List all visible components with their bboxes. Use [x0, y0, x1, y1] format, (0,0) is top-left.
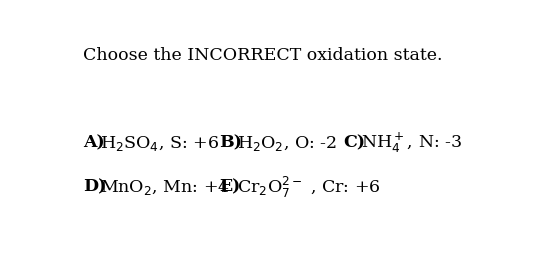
- Text: H$_2$O$_2$, O: -2: H$_2$O$_2$, O: -2: [237, 134, 337, 153]
- Text: D): D): [83, 179, 107, 196]
- Text: MnO$_2$, Mn: +4: MnO$_2$, Mn: +4: [101, 177, 230, 197]
- Text: C): C): [343, 135, 366, 152]
- Text: H$_2$SO$_4$, S: +6: H$_2$SO$_4$, S: +6: [101, 134, 220, 153]
- Text: NH$_4^+$, N: -3: NH$_4^+$, N: -3: [361, 131, 462, 155]
- Text: A): A): [83, 135, 105, 152]
- Text: B): B): [220, 135, 243, 152]
- Text: E): E): [220, 179, 241, 196]
- Text: Cr$_2$O$_7^{2-}$ , Cr: +6: Cr$_2$O$_7^{2-}$ , Cr: +6: [237, 175, 381, 200]
- Text: Choose the INCORRECT oxidation state.: Choose the INCORRECT oxidation state.: [83, 47, 442, 64]
